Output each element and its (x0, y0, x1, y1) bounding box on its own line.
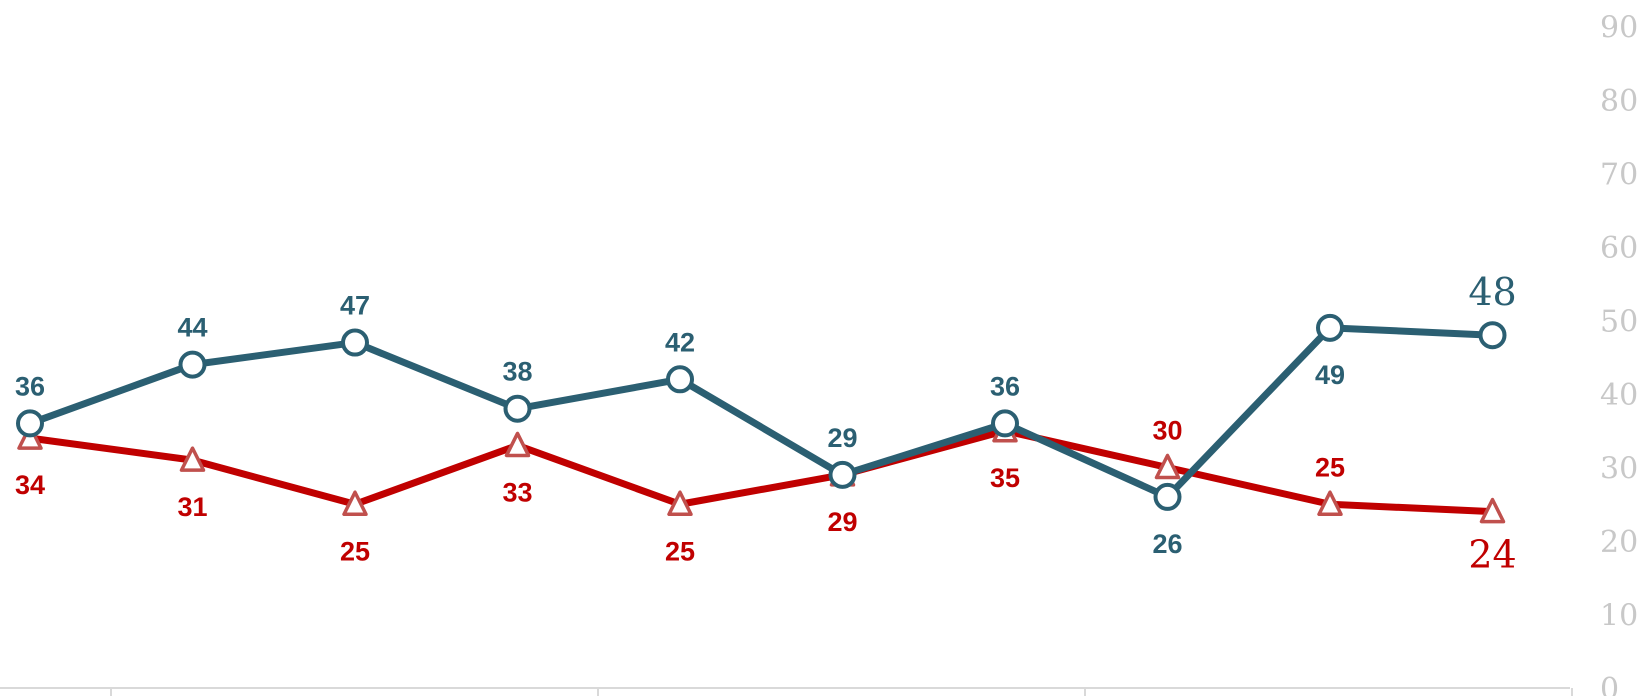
data-label: 33 (502, 477, 532, 507)
data-point-circle (16, 409, 44, 438)
data-point-triangle (1317, 490, 1343, 516)
data-label: 25 (1315, 452, 1345, 482)
data-point-triangle (342, 490, 368, 516)
data-point-circle (1478, 321, 1507, 350)
data-point-triangle (504, 431, 531, 458)
data-label: 31 (177, 492, 207, 522)
data-point-circle (666, 365, 694, 394)
data-point-circle (991, 409, 1019, 438)
y-tick-label: 90 (1600, 11, 1638, 46)
data-label: 49 (1315, 360, 1345, 390)
data-label: 48 (1468, 270, 1516, 314)
data-point-circle (178, 350, 207, 379)
y-axis-ticks: 0 10 20 30 40 50 60 70 80 90 (1600, 11, 1638, 696)
y-tick-label: 10 (1600, 599, 1638, 634)
y-tick-label: 0 (1600, 672, 1619, 696)
data-label: 36 (990, 371, 1020, 401)
data-label: 36 (15, 371, 45, 401)
data-point-circle (1153, 482, 1182, 511)
data-label: 47 (340, 291, 370, 321)
data-point-circle (1316, 313, 1344, 342)
y-tick-label: 70 (1600, 158, 1638, 193)
series-layer (16, 313, 1507, 524)
data-point-circle (503, 394, 532, 423)
data-label: 29 (827, 423, 857, 453)
data-label: 35 (990, 463, 1020, 493)
y-tick-label: 50 (1600, 305, 1638, 340)
data-label: 30 (1152, 416, 1182, 446)
y-tick-label: 40 (1600, 378, 1638, 413)
data-label: 38 (502, 357, 532, 387)
data-label: 25 (340, 536, 370, 566)
data-labels: 34 31 25 33 25 29 35 30 25 24 36 44 47 38 42 29 36 26 49 48 (15, 270, 1517, 576)
data-label: 24 (1468, 533, 1516, 577)
y-tick-label: 30 (1600, 452, 1638, 487)
data-point-circle (828, 460, 857, 489)
y-tick-label: 20 (1600, 525, 1638, 560)
data-label: 34 (15, 470, 45, 500)
y-tick-label: 80 (1600, 84, 1638, 119)
series-line-red (26, 427, 1496, 516)
data-label: 44 (177, 313, 207, 343)
y-tick-label: 60 (1600, 231, 1638, 266)
data-point-circle (341, 328, 369, 357)
data-label: 29 (827, 507, 857, 537)
data-label: 42 (665, 327, 695, 357)
x-axis (0, 687, 1573, 696)
data-point-triangle (1154, 453, 1181, 480)
data-point-triangle (179, 446, 206, 472)
data-point-triangle (667, 490, 693, 516)
data-label: 26 (1152, 529, 1182, 559)
data-point-triangle (1479, 497, 1506, 524)
data-label: 25 (665, 536, 695, 566)
series-line-blue (26, 324, 1496, 501)
